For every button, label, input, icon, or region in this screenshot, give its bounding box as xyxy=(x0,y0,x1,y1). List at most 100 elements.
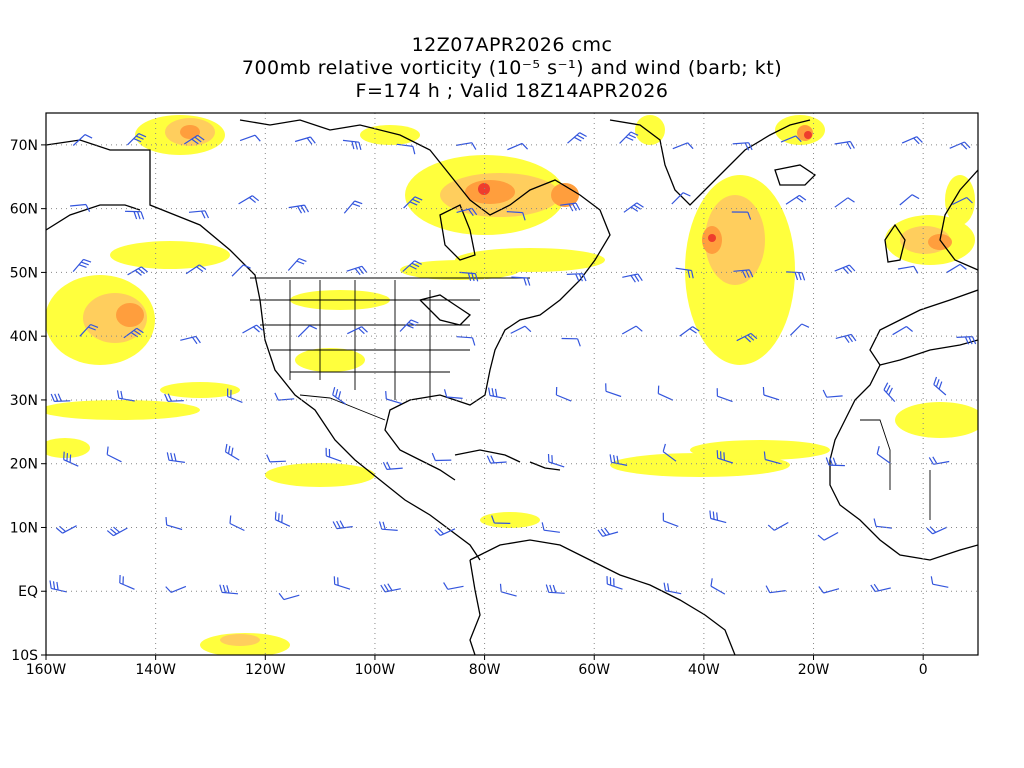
wind-barb xyxy=(431,452,452,462)
wind-barb xyxy=(332,387,347,405)
wind-barb xyxy=(385,391,402,405)
wind-barb xyxy=(79,323,99,337)
wind-barb xyxy=(342,139,362,151)
wind-barb xyxy=(165,517,183,531)
lat-tick-label: 50N xyxy=(10,265,38,281)
lon-tick-label: 120W xyxy=(245,662,286,678)
wind-barb xyxy=(622,273,643,283)
wind-barb xyxy=(930,576,949,588)
wind-barb xyxy=(288,204,310,214)
wind-barb xyxy=(762,386,780,401)
wind-barb xyxy=(732,142,753,151)
wind-barb xyxy=(72,258,92,272)
wind-barb xyxy=(399,319,419,332)
wind-barb xyxy=(786,271,806,281)
wind-barb xyxy=(185,264,207,275)
wind-barb xyxy=(343,200,363,214)
wind-barb xyxy=(928,456,950,465)
lon-tick-label: 80W xyxy=(469,662,501,678)
wind-barb xyxy=(396,143,416,155)
wind-barb xyxy=(763,451,781,465)
wind-barb xyxy=(547,453,565,468)
wind-barb xyxy=(679,326,700,337)
wind-barb xyxy=(956,336,977,345)
wind-barb xyxy=(511,276,531,286)
wind-barb xyxy=(765,585,786,594)
wind-barb xyxy=(619,131,639,144)
wind-barb xyxy=(662,512,679,527)
lat-tick-label: 60N xyxy=(10,202,38,218)
wind-barb xyxy=(491,515,511,524)
wind-barb xyxy=(731,211,752,220)
lon-tick-label: 160W xyxy=(26,662,67,678)
wind-barb xyxy=(716,450,734,464)
wind-barb xyxy=(278,592,300,601)
wind-barb xyxy=(403,196,423,209)
wind-barb xyxy=(382,461,403,470)
wind-barb xyxy=(72,134,93,146)
wind-barb xyxy=(780,135,802,143)
lat-tick-label: 40N xyxy=(10,329,38,345)
wind-barb xyxy=(609,454,628,466)
wind-barb xyxy=(663,582,682,595)
wind-barb xyxy=(266,454,286,463)
wind-barb xyxy=(555,386,572,402)
wind-barb xyxy=(870,583,891,593)
wind-barb xyxy=(123,327,144,339)
wind-barb xyxy=(126,133,147,146)
wind-barb xyxy=(332,520,353,530)
wind-barb xyxy=(767,521,789,531)
wind-barb xyxy=(560,202,581,212)
wind-barb xyxy=(127,266,148,276)
wind-barb xyxy=(822,389,843,398)
wind-barb xyxy=(224,443,240,461)
wind-barb xyxy=(106,446,122,463)
lat-tick-label: 20N xyxy=(10,457,38,473)
lat-tick-label: 10N xyxy=(10,520,38,536)
wind-barb xyxy=(876,446,891,464)
wind-barb xyxy=(443,389,463,399)
wind-barb xyxy=(188,210,210,219)
graticule xyxy=(46,113,978,655)
wind-barb xyxy=(402,260,422,273)
wind-barb xyxy=(946,263,967,274)
lat-tick-label: 30N xyxy=(10,393,38,409)
wind-barb xyxy=(346,265,368,276)
wind-barb xyxy=(541,522,560,533)
wind-barb xyxy=(710,578,726,595)
map-title-line-1: 12Z07APR2026 cmc xyxy=(411,34,613,56)
wind-barb xyxy=(901,136,923,145)
wind-barb xyxy=(165,585,187,593)
wind-barb xyxy=(709,510,727,524)
lon-tick-label: 140W xyxy=(135,662,176,678)
wind-barb xyxy=(510,325,532,334)
wind-barb xyxy=(736,332,758,343)
lat-tick-label: EQ xyxy=(18,584,38,600)
wind-barb xyxy=(119,574,135,590)
wind-barb xyxy=(825,457,845,467)
wind-barb xyxy=(567,132,587,144)
wind-barb xyxy=(124,210,145,220)
wind-barb xyxy=(949,141,971,150)
wind-barb xyxy=(274,511,291,527)
wind-barb xyxy=(834,264,856,275)
wind-barb xyxy=(672,142,694,150)
wind-barb xyxy=(716,388,733,403)
wind-barb xyxy=(623,202,644,213)
wind-barb xyxy=(231,264,251,277)
wind-barb xyxy=(325,447,342,462)
wind-barb xyxy=(657,385,674,401)
wind-barb xyxy=(835,333,857,344)
wind-barb xyxy=(56,525,77,534)
wind-barb xyxy=(443,582,464,590)
wind-barb xyxy=(183,134,205,145)
wind-barb xyxy=(459,271,479,282)
wind-barb xyxy=(49,580,67,593)
wind-barb xyxy=(818,586,840,594)
wind-barb xyxy=(486,455,507,464)
wind-barb xyxy=(897,265,919,274)
wind-barb xyxy=(456,336,476,346)
wind-barb xyxy=(499,583,517,597)
wind-barb xyxy=(434,527,456,536)
